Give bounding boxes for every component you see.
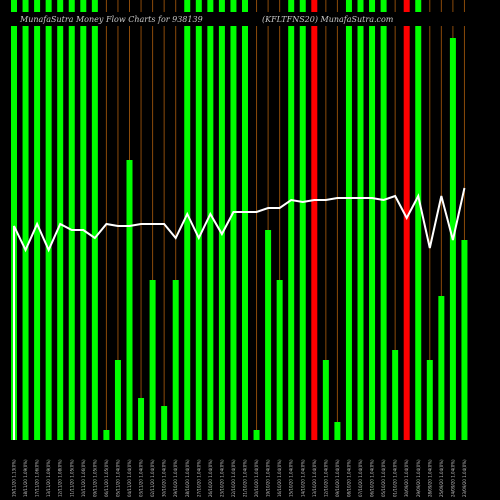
x-tick-label: 04/11/20 1.04(0%) (127, 459, 132, 497)
bar (91, 0, 98, 440)
x-tick-label: 13/11/20 1.09(0%) (46, 459, 51, 497)
x-tick-label: 01/10/20 1.04(0%) (393, 459, 398, 497)
x-tick-label: 24/09/20 1.04(0%) (450, 459, 455, 497)
bar (184, 0, 191, 440)
x-tick-label: 15/10/20 1.04(0%) (289, 459, 294, 497)
x-tick-label: 30/10/20 1.04(0%) (162, 459, 167, 497)
x-tick-label: 29/09/20 1.04(0%) (416, 459, 421, 497)
bar (392, 350, 399, 440)
bar (380, 0, 387, 440)
x-tick-label: 03/11/20 1.04(0%) (139, 459, 144, 497)
bar (34, 0, 41, 440)
x-tick-label: 06/11/20 1.05(0%) (104, 459, 109, 497)
chart-title-right: (KFLTFNS20) MunafaSutra.com (262, 15, 394, 24)
bar (334, 422, 341, 440)
bar (161, 406, 168, 440)
x-tick-label: 29/10/20 1.04(0%) (173, 459, 178, 497)
x-tick-label: 14/10/20 1.04(0%) (300, 459, 305, 497)
x-tick-label: 09/10/20 1.04(0%) (335, 459, 340, 497)
bar (103, 430, 110, 440)
bar (242, 0, 248, 440)
bar (126, 160, 133, 440)
x-tick-label: 19/11/20 1.13(0%) (12, 459, 17, 497)
bar (230, 0, 237, 440)
bar (265, 230, 272, 440)
bar (438, 296, 445, 440)
bar (311, 0, 318, 440)
bar (322, 360, 329, 440)
bar (22, 0, 29, 440)
x-tick-label: 21/10/20 1.04(0%) (243, 459, 248, 497)
bar (369, 0, 376, 440)
bar (288, 0, 295, 440)
x-tick-label: 30/09/20 1.04(0%) (404, 459, 409, 497)
bar (299, 0, 306, 440)
x-tick-label: 08/10/20 1.04(0%) (346, 459, 351, 497)
bar (207, 0, 214, 440)
x-tick-label: 11/11/20 1.05(0%) (69, 459, 74, 497)
bar (415, 0, 422, 440)
bar (172, 280, 179, 440)
bar (357, 0, 364, 440)
x-tick-label: 05/11/20 1.04(0%) (115, 459, 120, 497)
x-tick-label: 27/10/20 1.04(0%) (196, 459, 201, 497)
x-tick-label: 12/10/20 1.04(0%) (323, 459, 328, 497)
x-tick-label: 09/11/20 1.05(0%) (92, 459, 97, 497)
x-tick-label: 17/11/20 1.06(0%) (35, 459, 40, 497)
x-tick-label: 13/10/20 1.04(0%) (312, 459, 317, 497)
x-tick-labels: 19/11/20 1.13(0%) 18/11/20 1.09(0%) 17/11/… (12, 459, 467, 497)
x-tick-label: 28/10/20 1.04(0%) (185, 459, 190, 497)
x-tick-label: 16/10/20 1.04(0%) (277, 459, 282, 497)
bar (45, 0, 52, 440)
x-tick-label: 18/11/20 1.09(0%) (23, 459, 28, 497)
x-tick-label: 07/10/20 1.04(0%) (358, 459, 363, 497)
money-flow-line (13, 187, 466, 440)
x-tick-label: 20/10/20 1.04(0%) (254, 459, 259, 497)
bar (253, 430, 260, 440)
x-tick-label: 06/10/20 1.04(0%) (370, 459, 375, 497)
x-tick-label: 12/11/20 1.08(0%) (58, 459, 63, 497)
x-tick-label: 02/11/20 1.04(0%) (150, 459, 155, 497)
bar (218, 0, 225, 440)
bar (426, 360, 433, 440)
bar (57, 0, 64, 440)
bar (138, 398, 145, 440)
bar (11, 0, 17, 440)
x-tick-label: 10/11/20 1.06(0%) (81, 459, 86, 497)
x-tick-label: 05/10/20 1.04(0%) (381, 459, 386, 497)
title-backdrop (0, 12, 500, 26)
bar (195, 0, 202, 440)
chart-title-left: MunafaSutra Money Flow Charts for 938139 (19, 15, 203, 24)
bar (114, 360, 121, 440)
x-tick-label: 26/10/20 1.04(0%) (208, 459, 213, 497)
bars (11, 0, 468, 440)
x-tick-label: 22/10/20 1.04(0%) (231, 459, 236, 497)
bar (68, 0, 75, 440)
bar (461, 240, 468, 440)
bar (149, 280, 156, 440)
x-tick-label: 23/09/20 1.04(0%) (462, 459, 467, 497)
x-tick-label: 23/10/20 1.04(0%) (219, 459, 224, 497)
bar (80, 0, 87, 440)
x-tick-label: 28/09/20 1.04(0%) (427, 459, 432, 497)
bar (276, 280, 283, 440)
bar (345, 0, 352, 440)
x-tick-label: 25/09/20 1.04(0%) (439, 459, 444, 497)
x-tick-label: 19/10/20 1.04(0%) (266, 459, 271, 497)
